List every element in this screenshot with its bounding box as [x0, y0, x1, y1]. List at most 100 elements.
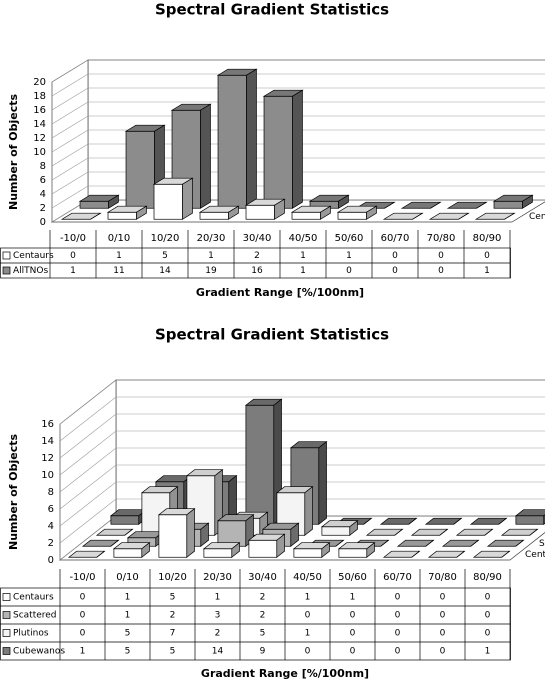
grid-line	[51, 101, 545, 125]
table-value: 1	[70, 266, 76, 276]
y-tick-label: 16	[41, 419, 54, 430]
bar-front	[493, 200, 523, 209]
table-value: 1	[346, 251, 352, 261]
bar-side	[515, 539, 524, 547]
bar-front	[291, 211, 321, 220]
bar-side	[349, 519, 358, 536]
table-value: 0	[485, 593, 491, 603]
bar	[472, 550, 511, 558]
bar	[500, 528, 539, 536]
table-value: 1	[208, 251, 214, 261]
table-value: 0	[305, 611, 311, 621]
table-value: 14	[212, 647, 224, 657]
table-value: 7	[170, 629, 176, 639]
x-tick-label: 80/90	[473, 572, 502, 583]
table-value: 2	[254, 251, 260, 261]
bar-front	[113, 548, 143, 558]
bar-front	[217, 74, 247, 209]
x-tick-label: 20/30	[197, 233, 226, 244]
y-tick-label: 8	[48, 487, 54, 498]
bar	[198, 205, 240, 220]
bar-side	[456, 550, 465, 558]
bar-front	[245, 204, 275, 220]
bar-front	[199, 211, 229, 220]
bar-front	[515, 515, 545, 525]
bar-side	[136, 205, 147, 220]
bar-front	[248, 539, 278, 558]
table-value: 0	[80, 593, 86, 603]
bar	[427, 550, 466, 558]
legend-swatch	[2, 629, 11, 637]
table-value: 1	[125, 593, 131, 603]
table-value: 0	[395, 647, 401, 657]
y-tick-label: 2	[40, 203, 46, 214]
bar	[262, 89, 304, 209]
table-value: 0	[392, 251, 398, 261]
table-value: 5	[170, 647, 176, 657]
bar	[474, 212, 516, 220]
table-value: 1	[215, 593, 221, 603]
bar-side	[363, 517, 372, 525]
y-tick-label: 6	[40, 175, 46, 186]
bar	[112, 541, 151, 558]
x-tick-label: 70/80	[428, 572, 457, 583]
legend-label: Centaurs	[13, 593, 54, 603]
table-value: 0	[440, 647, 446, 657]
bar-front	[337, 211, 367, 220]
x-tick-label: 40/50	[289, 233, 318, 244]
bar-side	[96, 550, 105, 558]
legend-label: Scattered	[13, 611, 57, 621]
table-value: 5	[260, 629, 266, 639]
bar-side	[228, 205, 239, 220]
legend-swatch	[2, 593, 11, 601]
table-value: 0	[485, 629, 491, 639]
grid-line	[59, 396, 545, 442]
bar	[379, 517, 418, 525]
x-tick-label: 10/20	[158, 572, 187, 583]
table-value: 0	[305, 647, 311, 657]
bar	[152, 177, 194, 220]
bar-side	[412, 212, 423, 220]
bar-side	[200, 103, 211, 209]
bar	[382, 212, 424, 220]
grid-line	[51, 73, 545, 97]
bar	[81, 539, 120, 547]
legend-swatch	[2, 266, 11, 275]
depth-label: Centaurs	[529, 212, 545, 222]
bar	[247, 533, 286, 558]
table-value: 0	[438, 266, 444, 276]
bar-side	[110, 539, 119, 547]
bar	[124, 124, 166, 209]
bar	[244, 398, 283, 525]
bar-side	[246, 68, 257, 209]
table-value: 0	[392, 266, 398, 276]
bar-front	[153, 183, 183, 220]
table-value: 1	[80, 647, 86, 657]
bar-side	[290, 522, 299, 547]
bar-side	[453, 517, 462, 525]
bar	[216, 68, 258, 209]
y-tick-label: 14	[33, 119, 46, 130]
y-tick-label: 10	[33, 147, 46, 158]
bar-front	[107, 211, 137, 220]
bar	[170, 103, 212, 209]
bar	[336, 205, 378, 220]
table-value: 2	[170, 611, 176, 621]
grid-line	[51, 129, 545, 153]
table-value: 0	[80, 629, 86, 639]
grid-line	[51, 157, 545, 181]
bar-side	[276, 533, 285, 558]
table-value: 5	[125, 629, 131, 639]
bar-side	[141, 541, 150, 558]
grid-line	[59, 481, 545, 527]
x-tick-label: 60/70	[381, 233, 410, 244]
bar-side	[529, 528, 538, 536]
bar	[428, 212, 470, 220]
table-value: 1	[300, 251, 306, 261]
chart-title: Spectral Gradient Statistics	[155, 1, 389, 19]
depth-label: Scattered	[539, 539, 545, 549]
grid-line	[59, 430, 545, 476]
table-value: 2	[260, 611, 266, 621]
table-value: 1	[116, 251, 122, 261]
grid-line	[51, 185, 545, 209]
